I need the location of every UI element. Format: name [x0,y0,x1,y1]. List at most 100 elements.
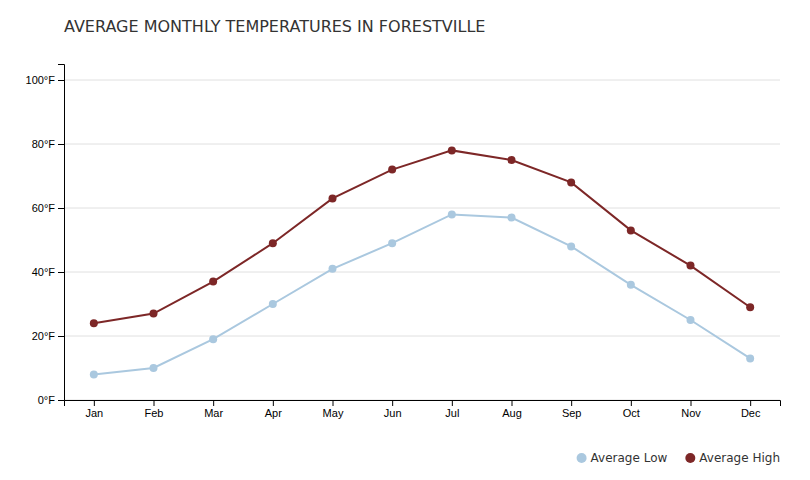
tick-label: Feb [145,407,164,419]
tick-label: 100°F [26,74,56,86]
point [448,146,456,154]
point [567,242,575,250]
x-tick: Apr [265,400,282,419]
grid [64,80,780,400]
point [329,194,337,202]
tick-mark [58,144,64,145]
axis-line [65,401,781,407]
point [687,262,695,270]
series-line [94,150,750,323]
x-tick: Dec [741,400,761,419]
tick-label: Nov [681,407,701,419]
tick-mark [333,400,334,406]
legend: Average Low Average High [577,451,780,465]
point [209,335,217,343]
point [150,364,158,372]
x-tick: Oct [623,400,640,419]
tick-mark [94,400,95,406]
grid-line [64,208,780,209]
legend-item: Average Low [577,451,668,465]
tick-label: Oct [623,407,640,419]
x-axis: Jan Feb Mar Apr May Jun Jul Aug Sep Oct Nov Dec [65,400,781,419]
tick-mark [58,336,64,337]
tick-mark [273,400,274,406]
point [687,316,695,324]
tick-label: 20°F [32,330,56,342]
y-axis: 0°F 20°F 40°F 60°F 80°F 100°F [26,65,65,407]
y-tick: 40°F [32,266,64,278]
point [90,319,98,327]
tick-mark [58,272,64,273]
point [746,303,754,311]
x-tick: Jan [85,400,103,419]
tick-label: Aug [502,407,522,419]
point [269,300,277,308]
x-tick: Aug [502,400,522,419]
legend-item: Average High [685,451,780,465]
x-tick: May [323,400,344,419]
legend-label: Average Low [591,451,668,465]
y-tick: 20°F [32,330,64,342]
series-line [94,214,750,374]
tick-label: 40°F [32,266,56,278]
axis-line [58,65,65,401]
tick-mark [154,400,155,406]
tick-label: Jul [445,407,459,419]
point [627,226,635,234]
tick-label: 60°F [32,202,56,214]
point [508,214,516,222]
tick-label: Jan [85,407,103,419]
grid-line [64,272,780,273]
x-tick: Mar [204,400,223,419]
tick-mark [392,400,393,406]
tick-label: 0°F [38,394,56,406]
x-tick: Nov [681,400,701,419]
chart: AVERAGE MONTHLY TEMPERATURES IN FORESTVI… [0,0,810,480]
tick-mark [452,400,453,406]
tick-mark [58,80,64,81]
plot-area: 0°F20°F40°F60°F80°F100°FJanFebMarAprMayJ… [26,65,781,419]
tick-label: Apr [265,407,282,419]
tick-label: Jun [384,407,402,419]
tick-mark [58,400,64,401]
grid-line [64,144,780,145]
x-tick: Jun [384,400,402,419]
tick-label: May [323,407,344,419]
point [329,265,337,273]
point [627,281,635,289]
point [508,156,516,164]
point [90,370,98,378]
tick-mark [58,208,64,209]
legend-swatch [577,453,587,463]
tick-label: Sep [562,407,582,419]
tick-mark [571,400,572,406]
tick-mark [512,400,513,406]
grid-line [64,336,780,337]
point [388,166,396,174]
point [150,310,158,318]
point [388,239,396,247]
tick-mark [213,400,214,406]
point [567,178,575,186]
tick-mark [691,400,692,406]
point [269,239,277,247]
legend-swatch [685,453,695,463]
tick-label: Mar [204,407,223,419]
tick-mark [750,400,751,406]
tick-mark [631,400,632,406]
point [448,210,456,218]
y-tick: 0°F [38,394,64,406]
y-tick: 80°F [32,138,64,150]
point [209,278,217,286]
tick-label: 80°F [32,138,56,150]
marks [90,146,754,378]
y-tick: 60°F [32,202,64,214]
title: AVERAGE MONTHLY TEMPERATURES IN FORESTVI… [64,17,485,36]
x-tick: Jul [445,400,459,419]
tick-label: Dec [741,407,761,419]
point [746,354,754,362]
y-tick: 100°F [26,74,64,86]
grid-line [64,80,780,81]
legend-label: Average High [699,451,780,465]
x-tick: Sep [562,400,582,419]
